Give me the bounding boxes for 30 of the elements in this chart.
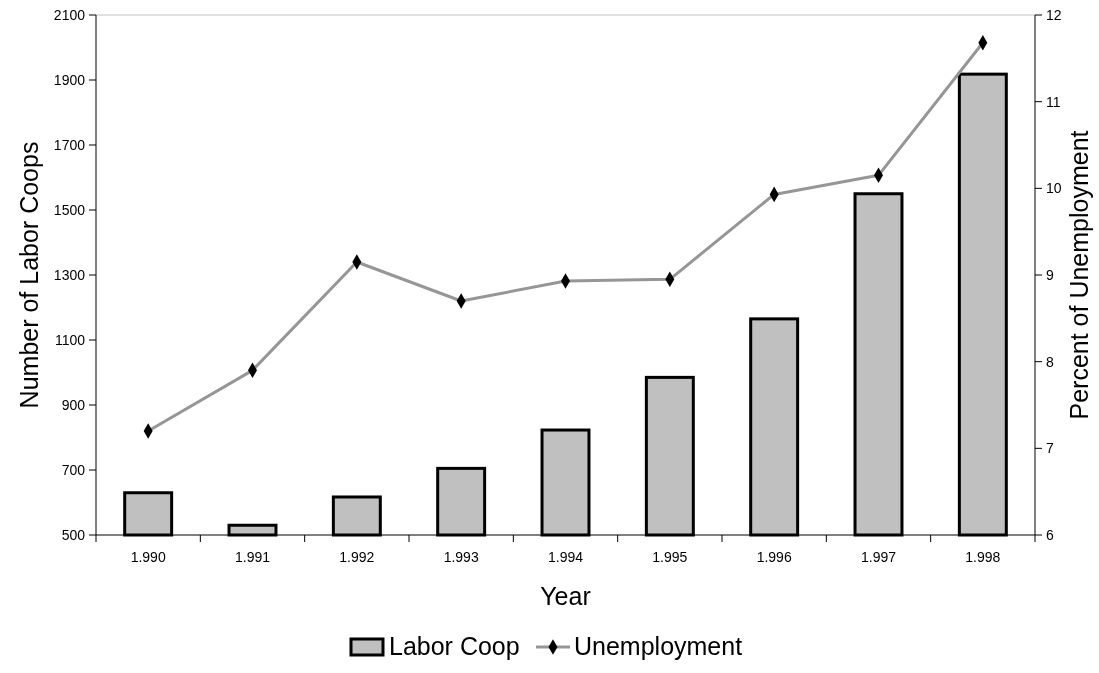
x-tick-label: 1.996 bbox=[756, 549, 792, 565]
y-axis-title: Number of Labor Coops bbox=[15, 141, 43, 409]
y2-tick-label: 12 bbox=[1046, 7, 1062, 23]
y2-tick-label: 6 bbox=[1046, 527, 1054, 543]
x-tick-label: 1.994 bbox=[547, 549, 584, 565]
x-tick-label: 1.998 bbox=[965, 549, 1001, 565]
legend-label: Labor Coop bbox=[389, 632, 520, 660]
y-tick-label: 1500 bbox=[53, 202, 86, 218]
x-tick-label: 1.991 bbox=[234, 549, 271, 565]
y-tick-label: 500 bbox=[61, 527, 86, 543]
y-tick-label: 700 bbox=[61, 462, 86, 478]
x-tick-label: 1.992 bbox=[339, 549, 375, 565]
y2-tick-label: 11 bbox=[1046, 93, 1061, 110]
legend-label: Unemployment bbox=[574, 632, 743, 660]
x-axis-title: Year bbox=[540, 582, 591, 610]
x-tick-label: 1.995 bbox=[652, 549, 688, 565]
y-tick-label: 1900 bbox=[53, 72, 86, 88]
y2-tick-label: 8 bbox=[1046, 353, 1054, 370]
y-tick-label: 1100 bbox=[54, 332, 86, 348]
x-tick-label: 1.993 bbox=[443, 549, 479, 565]
y-tick-label: 1300 bbox=[53, 267, 86, 283]
y-tick-label: 2100 bbox=[53, 7, 86, 23]
y2-tick-label: 9 bbox=[1046, 267, 1054, 283]
y2-tick-label: 7 bbox=[1046, 440, 1054, 457]
y2-axis-title: Percent of Unemployment bbox=[1065, 130, 1093, 420]
y-tick-label: 1700 bbox=[53, 137, 86, 153]
y2-tick-label: 10 bbox=[1046, 180, 1062, 197]
y-tick-label: 900 bbox=[61, 397, 86, 413]
x-tick-label: 1.997 bbox=[860, 549, 897, 565]
x-tick-label: 1.990 bbox=[130, 549, 166, 565]
